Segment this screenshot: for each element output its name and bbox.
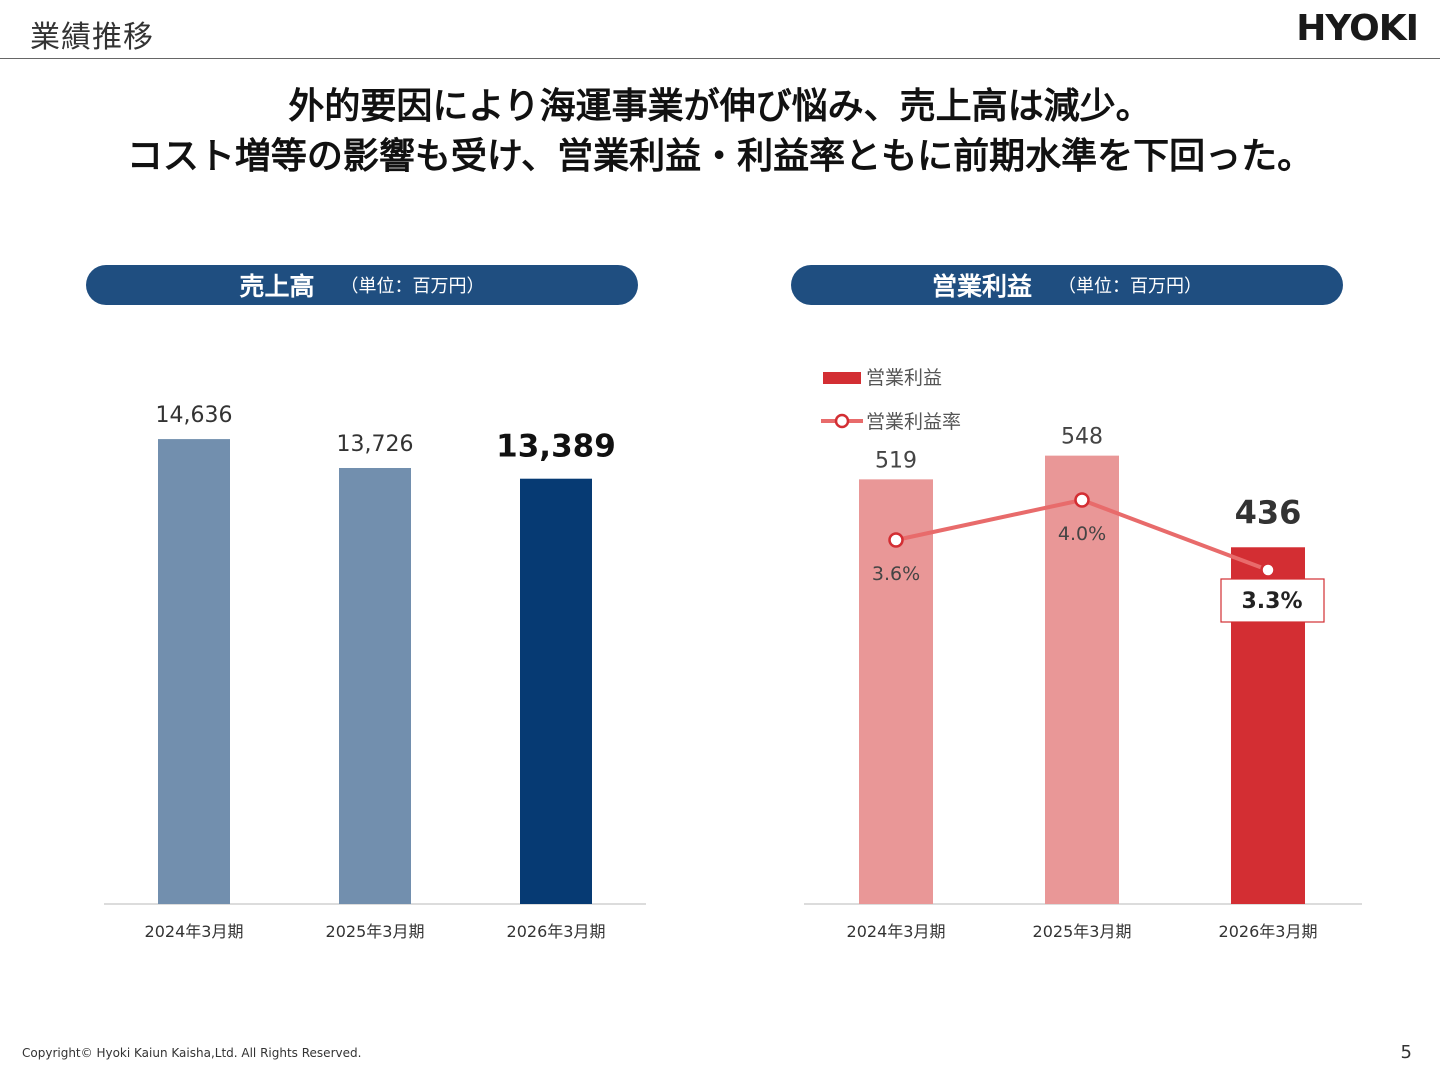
headline: 外的要因により海運事業が伸び悩み、売上高は減少。 コスト増等の影響も受け、営業利… [0, 82, 1440, 182]
headline-line-2: コスト増等の影響も受け、営業利益・利益率ともに前期水準を下回った。 [126, 136, 1314, 177]
op-value-label: 519 [875, 448, 917, 473]
headline-line-1: 外的要因により海運事業が伸び悩み、売上高は減少。 [288, 86, 1152, 127]
rate-point [1074, 492, 1090, 508]
sales-panel-unit: （単位：百万円） [340, 276, 485, 297]
legend-label-op: 営業利益 [866, 367, 942, 389]
op-bar [859, 479, 933, 904]
legend-swatch-op-bar [823, 372, 861, 384]
sales-bar [520, 478, 592, 904]
sales-x-tick-label: 2025年3月期 [326, 922, 425, 941]
legend-label-rate: 営業利益率 [866, 411, 961, 433]
rate-highlight-box [1220, 578, 1325, 623]
page-number: 5 [1400, 1042, 1412, 1063]
op-bar [1045, 455, 1119, 904]
sales-panel-title: 売上高 [239, 272, 315, 301]
rate-point [1260, 562, 1276, 578]
rate-point [888, 532, 904, 548]
copyright-text: Copyright© Hyoki Kaiun Kaisha,Ltd. All R… [22, 1046, 362, 1060]
sales-bar [158, 439, 230, 904]
sales-bar [339, 467, 411, 904]
rate-value-label: 4.0% [1058, 523, 1106, 545]
sales-value-label: 14,636 [156, 403, 233, 428]
op-panel-label: 営業利益 （単位：百万円） [791, 265, 1343, 305]
sales-x-tick-label: 2024年3月期 [145, 922, 244, 941]
op-x-tick-label: 2026年3月期 [1219, 922, 1318, 941]
legend-swatch-rate-marker [834, 413, 850, 429]
rate-value-label: 3.3% [1241, 589, 1302, 614]
op-panel-unit: （単位：百万円） [1058, 276, 1202, 297]
rate-value-label: 3.6% [872, 563, 920, 585]
sales-value-label: 13,389 [496, 429, 616, 465]
op-value-label: 436 [1235, 493, 1302, 531]
op-value-label: 548 [1061, 425, 1103, 450]
header-divider [0, 58, 1440, 59]
op-x-tick-label: 2024年3月期 [847, 922, 946, 941]
op-x-tick-label: 2025年3月期 [1033, 922, 1132, 941]
page-title: 業績推移 [30, 20, 154, 55]
op-panel-title: 営業利益 [931, 272, 1032, 301]
sales-value-label: 13,726 [337, 432, 414, 457]
sales-panel-label: 売上高 （単位：百万円） [86, 265, 638, 305]
sales-x-tick-label: 2026年3月期 [507, 922, 606, 941]
company-logo: HYOKI [1296, 8, 1419, 49]
